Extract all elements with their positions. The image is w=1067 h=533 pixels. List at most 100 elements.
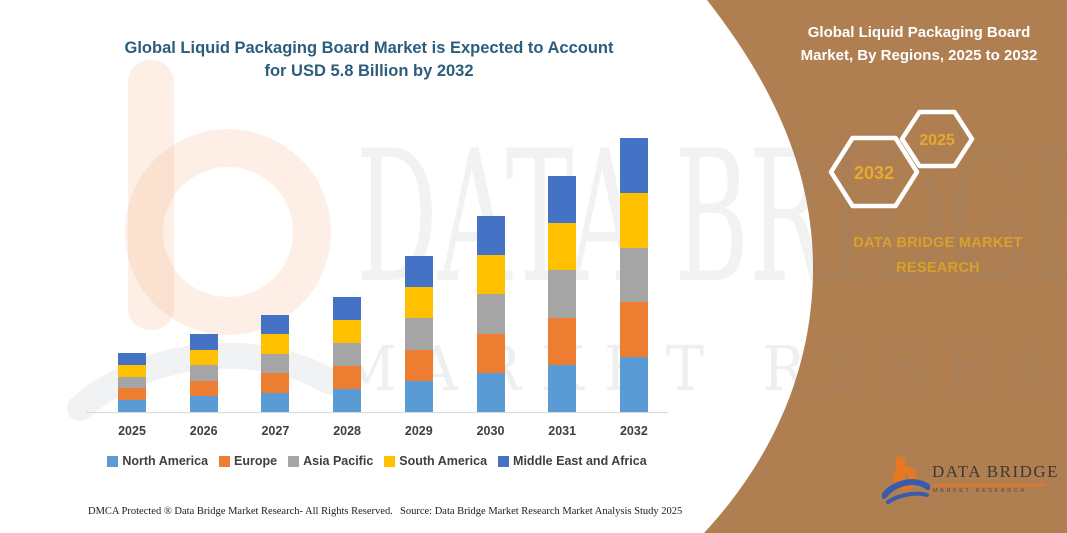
databridge-logo: DATA BRIDGE MARKET RESEARCH [882,452,1058,516]
logo-swoosh-top [882,479,930,499]
logo-tagline-text: MARKET RESEARCH [933,488,1027,494]
panel-heading-line2: Market, By Regions, 2025 to 2032 [800,47,1038,65]
hexagon-2032-label: 2032 [854,163,894,183]
bar-segment [261,392,290,412]
legend-swatch [219,455,231,467]
bar-segment [118,364,146,377]
legend-label: South America [399,454,488,468]
bar-segment [189,380,218,397]
bar-segment [619,192,648,248]
bar-segment [476,216,505,256]
legend-swatch [288,455,300,467]
panel-heading: Global Liquid Packaging Board Market, By… [790,21,1048,68]
brand-text-line2: RESEARCH [896,260,980,277]
legend-label: North America [122,454,209,468]
logo-b-bowl [893,466,917,490]
bar-segment [548,176,577,224]
bar-segment [476,333,505,373]
brand-text-line1: DATA BRIDGE MARKET [853,235,1023,251]
legend-label: Middle East and Africa [513,454,647,468]
plot-area [118,138,648,412]
x-axis-label: 2029 [404,424,433,438]
bar-segment [261,373,290,393]
chart-title: Global Liquid Packaging Board Market is … [95,37,643,83]
bar-segment [333,342,362,366]
legend-item: South America [384,454,487,468]
bar-segment [619,138,648,193]
bar-segment [548,364,577,412]
legend-item: Asia Pacific [288,454,373,468]
logo-swoosh-bottom [886,491,929,504]
x-axis-label: 2030 [476,424,505,438]
bar-segment [118,353,146,365]
x-axis-label: 2031 [548,424,577,438]
x-axis-label: 2026 [189,424,218,438]
bar-segment [333,319,362,343]
bar-segment [548,317,577,365]
bar-segment [619,302,648,358]
x-axis-label: 2032 [619,424,648,438]
bar-segment [189,349,218,366]
bar-segment [404,380,433,412]
hexagon-2025 [899,109,975,169]
bar-2031 [548,176,577,412]
bar-segment [189,365,218,381]
bar-2030 [476,216,505,412]
legend-swatch [498,455,510,467]
bar-2032 [619,138,648,412]
legend-label: Asia Pacific [303,454,374,468]
hexagon-2032 [828,135,920,209]
bar-segment [333,388,362,412]
logo-rule [933,484,1045,486]
legend-item: Middle East and Africa [498,454,647,468]
watermark-b-bowl [125,129,331,335]
watermark-b-stem [128,60,174,330]
brand-text: DATA BRIDGE MARKET RESEARCH [828,231,1048,282]
bar-segment [333,365,362,389]
x-axis-line [86,412,668,413]
watermark-marketresearch-text: MARKET RESEARCH [338,332,1067,405]
bar-segment [476,372,505,412]
bar-segment [118,388,146,401]
x-axis-label: 2025 [118,424,146,438]
bar-segment [404,256,433,288]
bar-segment [261,353,290,374]
footer-dmca-text: DMCA Protected ® Data Bridge Market Rese… [88,506,393,517]
chart-title-line2: for USD 5.8 Billion by 2032 [264,62,474,81]
bar-segment [476,294,505,334]
bar-segment [404,318,433,350]
bar-segment [548,223,577,271]
bar-segment [619,247,648,303]
bar-2027 [261,315,290,412]
bar-segment [476,255,505,295]
bar-segment [189,334,218,350]
bar-segment [619,357,648,412]
hexagon-badges: 2032 2025 [828,109,975,209]
bar-segment [404,287,433,319]
chart-legend: North America Europe Asia Pacific South Ame… [80,454,674,468]
logo-name-text: DATA BRIDGE [932,462,1060,481]
bar-segment [118,376,146,389]
panel-heading-line1: Global Liquid Packaging Board [807,24,1031,41]
legend-swatch [384,455,396,467]
bar-2025 [118,353,146,412]
bar-segment [333,296,362,320]
legend-item: Europe [219,454,277,468]
bar-2029 [404,256,433,412]
bar-2028 [333,296,362,412]
x-axis-label: 2028 [333,424,361,438]
bar-segment [548,270,577,318]
brown-panel-path [704,0,1067,533]
hexagon-2025-label: 2025 [919,132,955,149]
bar-segment [118,400,146,412]
chart-title-line1: Global Liquid Packaging Board Market is … [124,39,614,57]
legend-item: North America [107,454,208,468]
bar-segment [261,334,290,354]
legend-swatch [107,455,119,467]
bar-segment [189,396,218,412]
bar-2026 [189,334,218,412]
bar-segment [261,315,290,335]
x-axis-label: 2027 [261,424,290,438]
